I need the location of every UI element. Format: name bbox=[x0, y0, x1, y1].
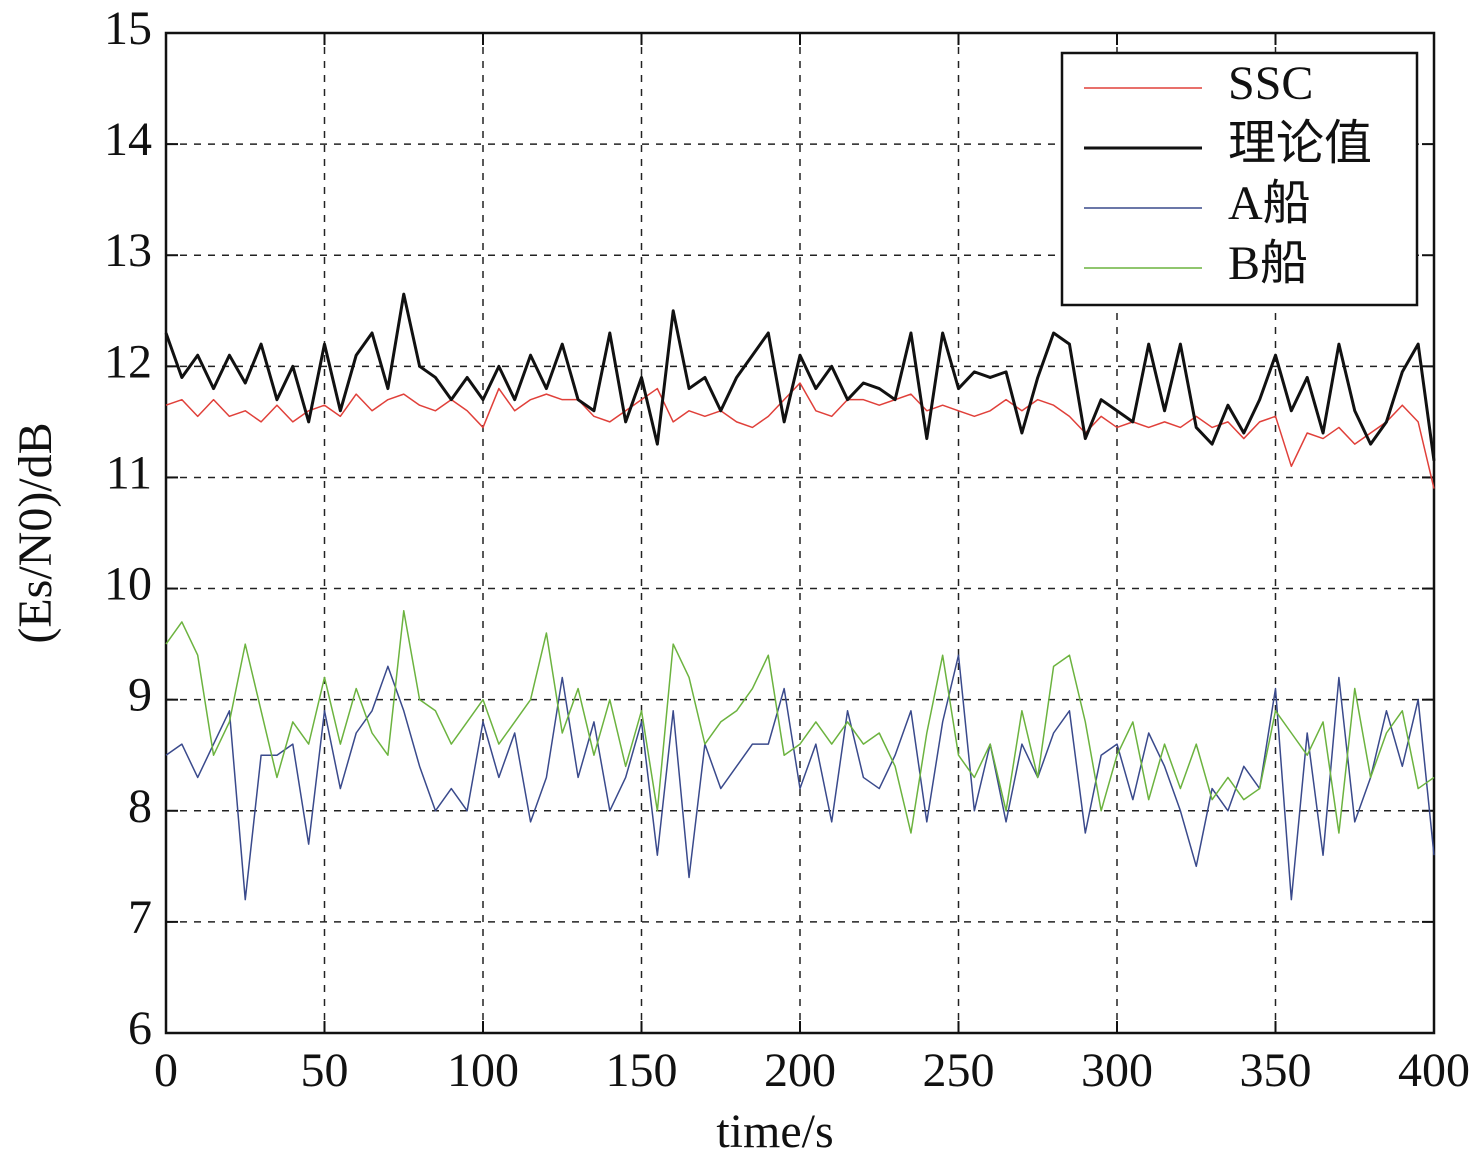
x-tick-label: 300 bbox=[1081, 1044, 1153, 1097]
plot-frame bbox=[164, 31, 1436, 1035]
x-tick-label: 100 bbox=[447, 1044, 519, 1097]
x-tick-label: 250 bbox=[923, 1044, 995, 1097]
legend-label: 理论值 bbox=[1228, 117, 1372, 170]
y-tick-label: 12 bbox=[104, 335, 152, 388]
legend-box bbox=[1060, 51, 1419, 307]
y-tick-label: 6 bbox=[128, 1002, 152, 1055]
x-tick-label: 150 bbox=[606, 1044, 678, 1097]
legend-label: B船 bbox=[1228, 237, 1308, 290]
x-tick-label: 200 bbox=[764, 1044, 836, 1097]
series-line bbox=[164, 292, 1436, 461]
y-axis-label: (Es/N0)/dB bbox=[9, 422, 62, 643]
series-line bbox=[165, 610, 1435, 834]
y-tick-label: 13 bbox=[104, 224, 152, 277]
y-tick-label: 15 bbox=[104, 2, 152, 55]
x-tick-label: 0 bbox=[154, 1044, 178, 1097]
y-tick-label: 14 bbox=[104, 113, 152, 166]
x-tick-label: 350 bbox=[1240, 1044, 1312, 1097]
y-tick-label: 7 bbox=[128, 891, 152, 944]
y-tick-label: 10 bbox=[104, 558, 152, 611]
legend-label: A船 bbox=[1228, 177, 1311, 230]
x-tick-label: 400 bbox=[1398, 1044, 1470, 1097]
legend-label: SSC bbox=[1228, 57, 1313, 110]
series-line bbox=[165, 382, 1435, 489]
y-tick-label: 11 bbox=[106, 446, 152, 499]
y-tick-label: 9 bbox=[128, 669, 152, 722]
series-line bbox=[165, 654, 1435, 901]
y-tick-label: 8 bbox=[128, 780, 152, 833]
x-tick-label: 50 bbox=[301, 1044, 349, 1097]
x-axis-label: time/s bbox=[716, 1105, 833, 1158]
